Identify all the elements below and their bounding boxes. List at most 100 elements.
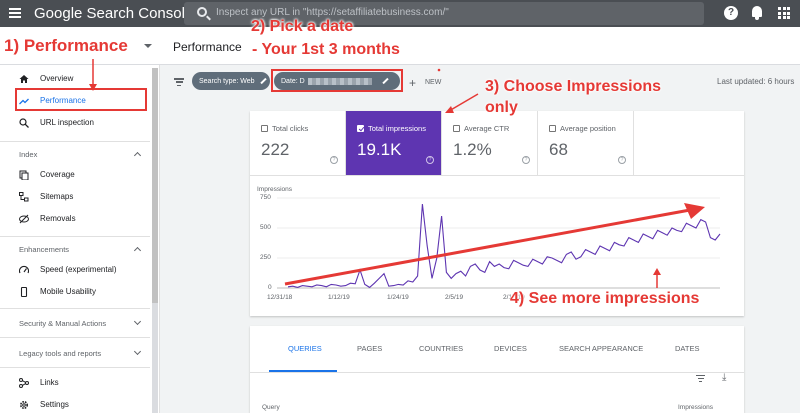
section-legacy[interactable]: Legacy tools and reports: [19, 349, 102, 358]
sidebar-item-url-inspection[interactable]: URL inspection: [0, 112, 150, 134]
menu-icon[interactable]: [9, 8, 21, 18]
sidebar-item-label: Settings: [40, 400, 69, 409]
sidebar-item-speed[interactable]: Speed (experimental): [0, 259, 150, 281]
metric-label: Average CTR: [464, 124, 510, 133]
chevron-down-icon[interactable]: [133, 347, 142, 356]
checkbox[interactable]: [453, 125, 460, 132]
column-header-query[interactable]: Query: [262, 404, 280, 411]
search-icon: [197, 7, 207, 17]
x-tick-label: 1/24/19: [387, 294, 409, 301]
metric-total-clicks[interactable]: Total clicks 222 ?: [250, 111, 346, 175]
annotation-step4: 4) See more impressions: [510, 290, 700, 307]
column-header-impressions[interactable]: Impressions: [678, 404, 714, 411]
checkbox[interactable]: [261, 125, 268, 132]
page-title: Performance: [173, 40, 242, 54]
coverage-icon: [19, 170, 29, 180]
removals-icon: [19, 214, 29, 224]
date-chip[interactable]: Date: D: [274, 72, 400, 90]
table-card: QUERIES PAGES COUNTRIES DEVICES SEARCH A…: [250, 326, 744, 413]
help-icon[interactable]: ?: [724, 6, 738, 20]
section-enhancements[interactable]: Enhancements: [19, 245, 70, 254]
metric-average-position[interactable]: Average position 68 ?: [538, 111, 634, 175]
metric-total-impressions[interactable]: Total impressions 19.1K ?: [346, 111, 442, 175]
sidebar-item-coverage[interactable]: Coverage: [0, 164, 150, 186]
tab-queries[interactable]: QUERIES: [288, 344, 322, 353]
chevron-down-icon[interactable]: [133, 317, 142, 326]
sidebar-item-overview[interactable]: Overview: [0, 68, 150, 90]
metric-value: 19.1K: [357, 140, 402, 159]
url-inspect-search-input[interactable]: Inspect any URL in "https://setaffiliate…: [184, 2, 704, 25]
metric-value: 1.2%: [453, 140, 492, 159]
section-index[interactable]: Index: [19, 150, 38, 159]
sidebar-item-label: Overview: [40, 74, 74, 83]
tab-pages[interactable]: PAGES: [357, 344, 383, 353]
sidebar-item-removals[interactable]: Removals: [0, 208, 150, 230]
top-app-bar: Google Search Console Inspect any URL in…: [0, 0, 800, 27]
add-filter-plus-icon[interactable]: +: [409, 76, 417, 90]
filter-icon[interactable]: [174, 78, 184, 86]
divider: [0, 337, 150, 338]
sidebar-item-links[interactable]: Links: [0, 372, 150, 394]
tab-dates[interactable]: DATES: [675, 344, 700, 353]
help-icon[interactable]: ?: [426, 156, 434, 164]
active-tab-indicator: [269, 370, 337, 372]
sidebar-item-label: URL inspection: [40, 118, 94, 127]
page-header: Performance: [160, 27, 800, 65]
sitemap-icon: [19, 192, 29, 202]
tab-devices[interactable]: DEVICES: [494, 344, 527, 353]
download-icon[interactable]: ⤓: [722, 372, 727, 383]
search-type-chip[interactable]: Search type: Web: [192, 72, 270, 90]
chart-y-axis-title: Impressions: [257, 186, 293, 193]
impressions-chart[interactable]: [250, 111, 744, 316]
speed-icon: [19, 265, 29, 274]
apps-grid-icon[interactable]: [778, 7, 790, 19]
chip-label: Search type: Web: [199, 77, 255, 85]
filter-bar: Search type: Web Date: D + NEW Last upda…: [160, 65, 800, 100]
table-filter-icon[interactable]: [696, 375, 705, 382]
phone-icon: [20, 287, 28, 297]
chevron-up-icon[interactable]: [133, 151, 142, 160]
help-icon[interactable]: ?: [522, 156, 530, 164]
sidebar-item-performance[interactable]: Performance: [0, 90, 150, 112]
links-icon: [19, 378, 29, 388]
metric-label: Total impressions: [368, 124, 426, 133]
app-logo[interactable]: Google Search Console: [34, 5, 194, 22]
metric-average-ctr[interactable]: Average CTR 1.2% ?: [442, 111, 538, 175]
new-filter-button[interactable]: NEW: [425, 79, 442, 86]
annotation-step2b: - Your 1st 3 months: [252, 41, 400, 58]
divider: [0, 141, 150, 142]
sidebar-scrollbar-thumb[interactable]: [152, 68, 158, 303]
sidebar-item-label: Speed (experimental): [40, 265, 117, 274]
x-tick-label: 1/12/19: [328, 294, 350, 301]
notifications-bell-icon[interactable]: [752, 6, 762, 20]
annotation-highlight-date: [271, 69, 403, 92]
help-icon[interactable]: ?: [618, 156, 626, 164]
sidebar-item-settings[interactable]: Settings: [0, 394, 150, 413]
property-selector[interactable]: [0, 27, 160, 65]
impressions-series-line[interactable]: [287, 203, 721, 289]
trending-up-icon: [19, 98, 29, 105]
annotation-step3b: only: [485, 99, 518, 116]
y-tick-label: 750: [260, 194, 271, 201]
home-icon: [19, 75, 29, 83]
sidebar: Overview Performance URL inspection Inde…: [0, 65, 160, 413]
chevron-down-icon[interactable]: [144, 44, 152, 48]
chip-label: Date: D: [281, 77, 305, 85]
sidebar-item-sitemaps[interactable]: Sitemaps: [0, 186, 150, 208]
section-security[interactable]: Security & Manual Actions: [19, 319, 107, 328]
checkbox[interactable]: [357, 125, 364, 132]
edit-pencil-icon[interactable]: [259, 77, 267, 85]
checkbox[interactable]: [549, 125, 556, 132]
sidebar-item-mobile-usability[interactable]: Mobile Usability: [0, 281, 150, 303]
tab-search-appearance[interactable]: SEARCH APPEARANCE: [559, 344, 644, 353]
divider: [0, 236, 150, 237]
y-tick-label: 0: [268, 284, 272, 291]
chevron-up-icon[interactable]: [133, 246, 142, 255]
sidebar-item-label: Links: [40, 378, 59, 387]
sidebar-item-label: Removals: [40, 214, 76, 223]
help-icon[interactable]: ?: [330, 156, 338, 164]
tab-countries[interactable]: COUNTRIES: [419, 344, 464, 353]
search-placeholder: Inspect any URL in "https://setaffiliate…: [216, 7, 449, 18]
annotation-step2a: 2) Pick a date: [251, 18, 354, 35]
annotation-step3a: 3) Choose Impressions: [485, 78, 662, 95]
